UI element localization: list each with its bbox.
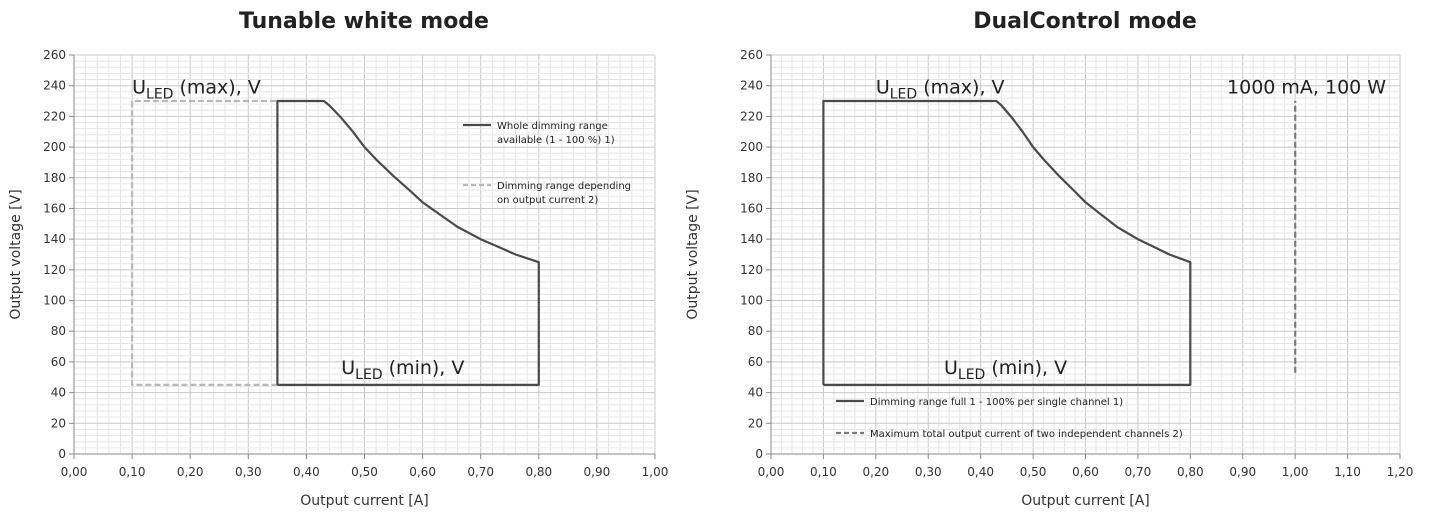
y-tick-label: 160 [740,201,763,215]
chart-panel-2: DualControl mode 0,00 0,10 0,20 0,30 0,40 0,50… [685,9,1413,509]
grid [770,54,1401,455]
x-axis-title: Output current [A] [300,493,429,509]
x-tick-label: 0,30 [235,465,262,479]
series-line-2 [131,99,278,386]
y-tick-label: 20 [51,416,66,430]
legend-label: on output current 2) [497,195,598,206]
y-tick-label: 240 [43,79,66,93]
chart-title: DualControl mode [973,9,1197,34]
x-tick-label: 1,00 [1282,465,1309,479]
x-tick-label: 1,20 [1387,465,1414,479]
y-tick-label: 0 [755,447,763,461]
legend: Whole dimming range available (1 - 100 %)… [463,121,631,206]
legend-label: Dimming range full 1 - 100% per single c… [870,397,1123,408]
x-tick-label: 0,90 [584,465,611,479]
chart-annotation: ULED (min), V [944,357,1067,383]
y-tick-label: 20 [748,416,763,430]
x-tick-label: 0,50 [351,465,378,479]
chart-panel-1: Tunable white mode 0,00 0,10 0,20 0,30 0,40 0,… [8,9,668,509]
x-tick-label: 0,10 [810,465,837,479]
x-tick-label: 0,80 [525,465,552,479]
y-tick-label: 40 [748,386,763,400]
x-tick-label: 0,60 [1072,465,1099,479]
legend-label: Whole dimming range [497,121,608,132]
x-tick-label: 0,10 [119,465,146,479]
x-tick-label: 0,00 [61,465,88,479]
y-tick-label: 140 [43,232,66,246]
x-tick-label: 0,80 [1177,465,1204,479]
y-tick-label: 240 [740,79,763,93]
y-tick-label: 140 [740,232,763,246]
x-axis-title: Output current [A] [1021,493,1150,509]
y-tick-label: 60 [748,355,763,369]
y-tick-label: 0 [58,447,66,461]
grid [73,54,656,455]
y-tick-label: 100 [740,294,763,308]
y-tick-label: 80 [51,324,66,338]
chart-annotation: ULED (max), V [132,76,261,102]
chart-title: Tunable white mode [239,9,489,34]
x-tick-label: 0,40 [293,465,320,479]
x-tick-label: 0,00 [758,465,785,479]
y-axis-title: Output voltage [V] [685,189,701,319]
x-tick-label: 1,10 [1334,465,1361,479]
y-tick-label: 220 [740,109,763,123]
y-axis-title: Output voltage [V] [8,189,24,319]
y-tick-label: 200 [43,140,66,154]
y-tick-label: 120 [43,263,66,277]
x-tick-label: 0,20 [862,465,889,479]
x-tick-label: 0,60 [409,465,436,479]
y-tick-label: 80 [748,324,763,338]
x-tick-label: 0,40 [967,465,994,479]
y-tick-label: 120 [740,263,763,277]
x-tick-label: 0,50 [1020,465,1047,479]
series-line-1 [822,99,1192,386]
chart-annotation: 1000 mA, 100 W [1227,76,1386,98]
y-tick-label: 220 [43,109,66,123]
y-tick-label: 100 [43,294,66,308]
x-tick-label: 0,90 [1229,465,1256,479]
y-tick-label: 60 [51,355,66,369]
chart-annotation: ULED (max), V [876,76,1005,102]
y-tick-label: 260 [740,48,763,62]
legend: Dimming range full 1 - 100% per single c… [836,397,1183,440]
chart-annotation: ULED (min), V [341,357,464,383]
x-tick-label: 0,70 [1125,465,1152,479]
y-tick-label: 260 [43,48,66,62]
x-tick-label: 1,00 [642,465,669,479]
series-line-1 [276,99,540,386]
y-tick-label: 40 [51,386,66,400]
legend-label: available (1 - 100 %) 1) [497,135,615,146]
legend-label: Dimming range depending [497,181,631,192]
y-tick-label: 200 [740,140,763,154]
y-tick-label: 160 [43,201,66,215]
x-tick-label: 0,30 [915,465,942,479]
y-tick-label: 180 [740,171,763,185]
y-tick-label: 180 [43,171,66,185]
x-tick-label: 0,20 [177,465,204,479]
legend-label: Maximum total output current of two inde… [870,429,1183,440]
x-tick-label: 0,70 [467,465,494,479]
